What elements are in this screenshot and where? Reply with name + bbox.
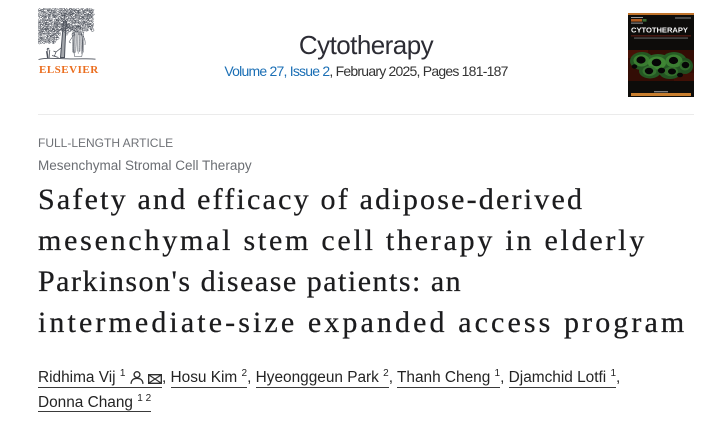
svg-text:CYTOTHERAPY: CYTOTHERAPY bbox=[631, 26, 688, 35]
